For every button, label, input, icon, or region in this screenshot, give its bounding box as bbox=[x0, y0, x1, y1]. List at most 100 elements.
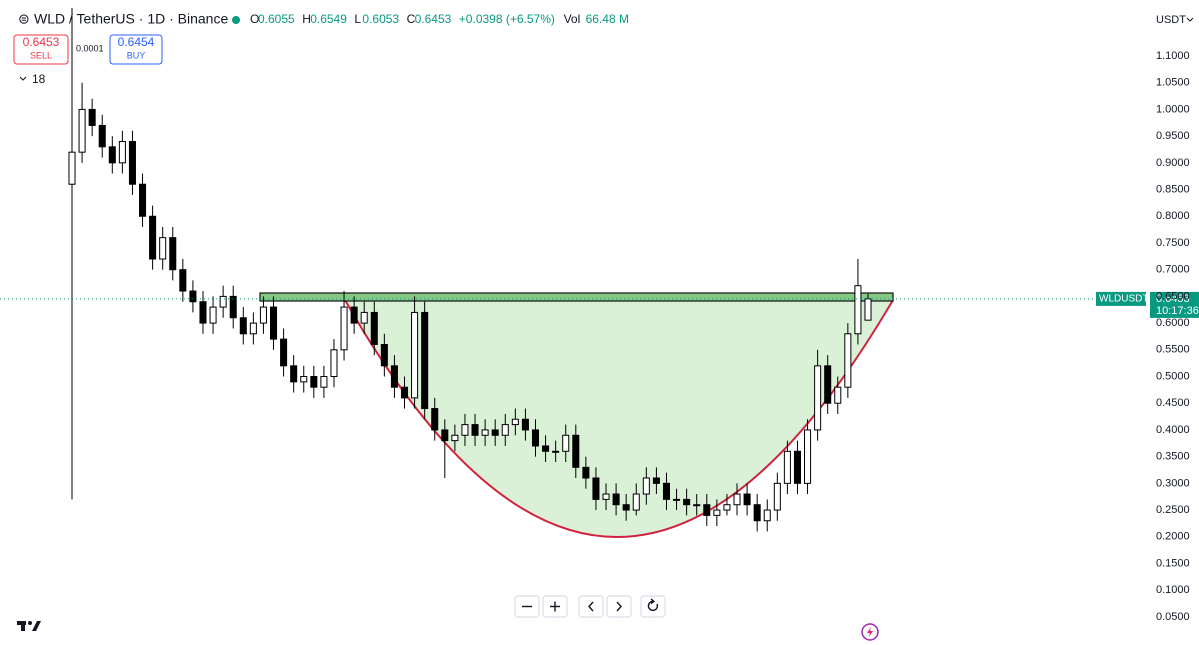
candle-body bbox=[662, 482, 671, 500]
spread: 0.0001 bbox=[76, 43, 104, 53]
currency: USDT bbox=[1156, 14, 1186, 26]
y-tick-label: 0.7500 bbox=[1156, 237, 1190, 249]
symbol-icon: ⊜ bbox=[18, 11, 30, 27]
chart-title: WLD / TetherUS · 1D · Binance bbox=[34, 11, 228, 27]
candle-body bbox=[562, 434, 570, 452]
candle-body bbox=[723, 504, 731, 511]
scroll-right[interactable] bbox=[606, 595, 632, 618]
candle-body bbox=[622, 504, 630, 511]
y-tick-label: 0.0500 bbox=[1156, 611, 1190, 623]
y-tick-label: 0.8500 bbox=[1156, 183, 1190, 195]
candle-body bbox=[602, 493, 610, 500]
candle-body bbox=[229, 295, 237, 319]
candle-body bbox=[783, 450, 791, 484]
candle-body bbox=[642, 477, 650, 495]
candle-body bbox=[612, 493, 620, 506]
candle-body bbox=[400, 386, 409, 399]
candle-body bbox=[249, 322, 257, 335]
candle-body bbox=[521, 418, 529, 431]
ohlc-label: C bbox=[407, 12, 416, 26]
candle-body bbox=[179, 269, 187, 292]
candle-body bbox=[471, 424, 479, 436]
candle-body bbox=[431, 408, 439, 431]
symbol-name: WLDUSDT bbox=[1099, 294, 1148, 305]
y-tick-label: 0.4500 bbox=[1156, 397, 1190, 409]
candle-body bbox=[814, 365, 822, 431]
candle-body bbox=[139, 183, 147, 217]
chevron[interactable] bbox=[19, 76, 27, 81]
scroll-left[interactable] bbox=[578, 595, 604, 618]
left-icon bbox=[588, 601, 594, 612]
currency-selector[interactable] bbox=[1146, 8, 1199, 30]
status-dot bbox=[232, 16, 240, 24]
y-tick-label: 0.7000 bbox=[1156, 264, 1190, 276]
buy-button[interactable] bbox=[109, 34, 163, 65]
candle-body bbox=[380, 343, 388, 367]
ohlc-value: 0.6549 bbox=[310, 12, 347, 26]
candle-body bbox=[844, 333, 852, 388]
candle-body bbox=[320, 376, 328, 388]
candle-body bbox=[511, 418, 519, 426]
candle-body bbox=[743, 493, 751, 506]
candle-body bbox=[572, 434, 580, 468]
candle-body bbox=[280, 338, 288, 367]
sell-button[interactable] bbox=[13, 34, 69, 65]
candle-body bbox=[652, 477, 660, 484]
candle-body bbox=[209, 306, 217, 324]
ohlc-legend: O0.6055 H 0.6549 L 0.6053 C 0.6453 +0.0398 (+6.… bbox=[250, 12, 629, 26]
y-tick-label: 0.2000 bbox=[1156, 531, 1190, 543]
candle-body bbox=[451, 434, 459, 442]
candle-body bbox=[531, 429, 540, 447]
candle-body bbox=[864, 298, 872, 321]
candle-body bbox=[773, 482, 781, 511]
candle-body bbox=[763, 509, 771, 522]
ohlc-label: O bbox=[250, 12, 259, 26]
candle-body bbox=[350, 306, 358, 324]
logo-part bbox=[21, 621, 25, 631]
candle-body bbox=[632, 493, 640, 511]
candle-body bbox=[118, 140, 126, 164]
y-tick-label: 1.0000 bbox=[1156, 103, 1190, 115]
volume-label: Vol bbox=[564, 12, 581, 26]
candle-body bbox=[239, 317, 247, 335]
cup-drawing bbox=[259, 292, 894, 538]
buy-label: BUY bbox=[127, 50, 146, 60]
candle-body bbox=[68, 151, 76, 185]
chevron bbox=[1186, 17, 1194, 22]
reset[interactable] bbox=[640, 595, 666, 618]
candle-body bbox=[330, 349, 338, 378]
right-icon bbox=[616, 601, 622, 612]
candle-body bbox=[441, 429, 449, 442]
y-tick-label: 0.3500 bbox=[1156, 451, 1190, 463]
candle-body bbox=[340, 306, 348, 351]
candle-body bbox=[501, 424, 509, 436]
y-tick-label: 0.1000 bbox=[1156, 584, 1190, 596]
zoom-toolbar bbox=[514, 595, 666, 618]
candle-body bbox=[411, 311, 419, 399]
candle-body bbox=[461, 424, 469, 436]
candle-body bbox=[703, 504, 711, 516]
bolt bbox=[867, 627, 873, 637]
candle-body bbox=[673, 498, 681, 501]
candle-body bbox=[169, 237, 177, 271]
y-tick-label: 0.9500 bbox=[1156, 130, 1190, 142]
candle-body bbox=[159, 237, 167, 260]
candle-body bbox=[542, 445, 550, 452]
candle-body bbox=[310, 376, 318, 388]
candle-body bbox=[219, 295, 227, 308]
y-tick-label: 0.8000 bbox=[1156, 210, 1190, 222]
candle-body bbox=[370, 311, 378, 345]
candle-body bbox=[582, 466, 590, 479]
sell-label: SELL bbox=[30, 50, 52, 60]
countdown: 10:17:36 bbox=[1156, 305, 1199, 317]
cup-curve bbox=[344, 299, 894, 538]
candle-body bbox=[753, 504, 761, 522]
ohlc-value: 0.6055 bbox=[258, 12, 295, 26]
reset-icon bbox=[647, 598, 659, 612]
candle-body bbox=[854, 285, 862, 335]
y-tick-label: 0.5500 bbox=[1156, 344, 1190, 356]
y-tick-label: 0.3000 bbox=[1156, 477, 1190, 489]
y-tick-label: 0.6500 bbox=[1156, 290, 1190, 302]
logo-part bbox=[28, 621, 32, 625]
candle-body bbox=[300, 376, 308, 383]
